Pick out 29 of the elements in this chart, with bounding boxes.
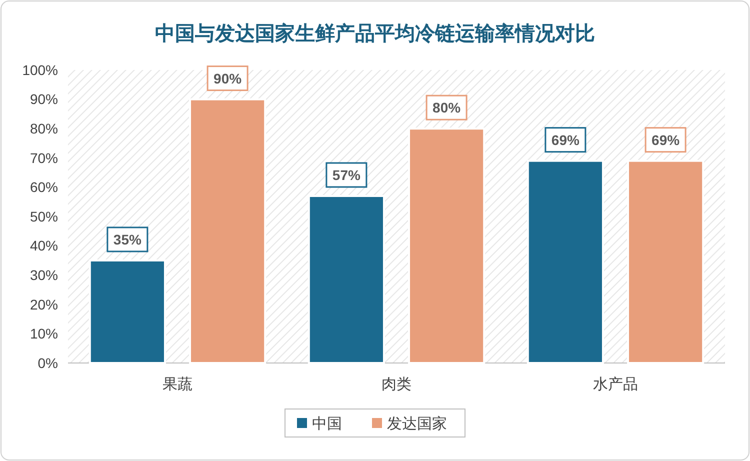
y-tick-label: 20% — [30, 296, 58, 312]
x-tick-label: 果蔬 — [162, 376, 192, 393]
y-tick-label: 10% — [30, 326, 58, 342]
y-tick-label: 50% — [30, 208, 58, 224]
bar — [408, 128, 486, 364]
x-tick-label: 肉类 — [382, 376, 412, 393]
bar — [88, 259, 166, 364]
data-label: 57% — [332, 166, 361, 183]
x-tick-label: 水产品 — [593, 376, 638, 393]
bar — [526, 160, 604, 364]
y-tick-label: 30% — [30, 267, 58, 283]
bar — [627, 160, 704, 364]
bar — [308, 194, 385, 364]
y-tick-label: 60% — [30, 179, 58, 196]
y-tick-label: 0% — [38, 354, 58, 371]
y-tick-label: 80% — [30, 120, 58, 136]
data-label: 80% — [432, 100, 462, 116]
y-tick-label: 70% — [30, 150, 58, 166]
legend-label: 中国 — [312, 415, 342, 432]
y-tick-label: 90% — [30, 91, 58, 108]
y-tick-label: 40% — [30, 238, 58, 254]
bar — [189, 98, 266, 364]
chart-title: 中国与发达国家生鲜产品平均冷链运输率情况对比 — [155, 22, 595, 45]
data-label: 35% — [113, 231, 142, 248]
data-label: 90% — [214, 70, 242, 86]
data-label: 69% — [652, 132, 680, 148]
y-tick-label: 100% — [22, 62, 58, 78]
data-label: 69% — [551, 132, 580, 148]
legend-label: 发达国家 — [387, 415, 447, 432]
